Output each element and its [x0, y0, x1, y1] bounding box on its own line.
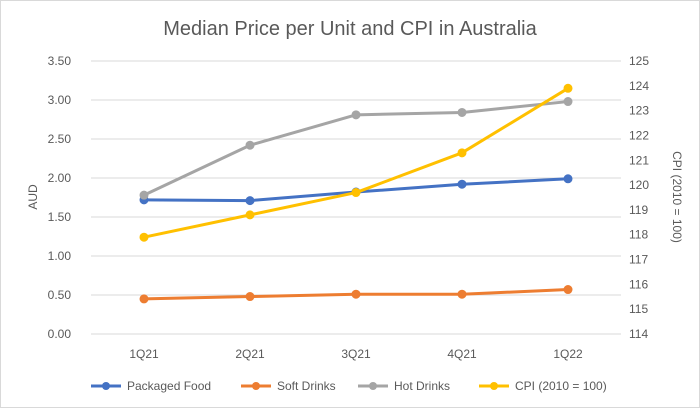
data-point: [457, 289, 467, 299]
data-point: [139, 190, 149, 200]
data-point: [139, 232, 149, 242]
data-point: [351, 188, 361, 198]
series-soft-drinks: [139, 285, 573, 304]
right-tick-label: 116: [629, 277, 648, 291]
series-cpi-2010-100: [139, 83, 573, 242]
legend-marker: [369, 382, 377, 390]
right-tick-label: 120: [629, 178, 649, 192]
data-point: [245, 292, 255, 302]
legend-marker: [102, 382, 110, 390]
data-point: [563, 285, 573, 295]
x-tick-label: 3Q21: [341, 347, 371, 361]
left-axis-ticks: 0.00 0.50 1.00 1.50 2.00 2.50 3.00 3.50: [48, 54, 72, 341]
right-tick-label: 122: [629, 128, 649, 142]
data-point: [139, 294, 149, 304]
data-point: [245, 210, 255, 220]
right-axis-title: CPI (2010 = 100): [670, 151, 684, 243]
right-axis-ticks: 114 115 116 117 118 119 120 121 122 123 124 125: [629, 54, 649, 341]
legend-label: Soft Drinks: [277, 379, 336, 393]
left-tick-label: 3.00: [48, 93, 72, 107]
series-lines: [139, 83, 573, 304]
x-tick-label: 4Q21: [447, 347, 477, 361]
right-tick-label: 124: [629, 79, 649, 93]
right-tick-label: 123: [629, 104, 649, 118]
right-tick-label: 117: [629, 253, 648, 267]
left-axis-title: AUD: [26, 184, 40, 210]
left-tick-label: 1.00: [48, 249, 72, 263]
x-axis-ticks: 1Q21 2Q21 3Q21 4Q21 1Q22: [129, 347, 583, 361]
left-tick-label: 2.50: [48, 132, 72, 146]
data-point: [563, 174, 573, 184]
left-tick-label: 2.00: [48, 171, 72, 185]
data-point: [351, 289, 361, 299]
chart-title: Median Price per Unit and CPI in Austral…: [163, 18, 537, 40]
data-point: [457, 148, 467, 158]
x-tick-label: 1Q22: [553, 347, 583, 361]
legend-marker: [490, 382, 498, 390]
data-point: [457, 179, 467, 189]
right-tick-label: 125: [629, 54, 649, 68]
right-tick-label: 119: [629, 203, 648, 217]
x-tick-label: 2Q21: [235, 347, 265, 361]
legend: Packaged Food Soft Drinks Hot Drinks CPI (2…: [91, 379, 607, 393]
legend-label: Packaged Food: [127, 379, 211, 393]
right-tick-label: 121: [629, 153, 649, 167]
series-hot-drinks: [139, 97, 573, 200]
legend-item: CPI (2010 = 100): [479, 379, 607, 393]
legend-label: Hot Drinks: [394, 379, 450, 393]
data-point: [245, 140, 255, 150]
data-point: [563, 83, 573, 93]
left-tick-label: 0.50: [48, 288, 72, 302]
right-tick-label: 115: [629, 302, 648, 316]
data-point: [563, 97, 573, 107]
right-tick-label: 114: [629, 327, 648, 341]
left-tick-label: 1.50: [48, 210, 72, 224]
data-point: [457, 107, 467, 117]
legend-item: Hot Drinks: [358, 379, 450, 393]
legend-item: Packaged Food: [91, 379, 211, 393]
legend-label: CPI (2010 = 100): [515, 379, 607, 393]
data-point: [245, 196, 255, 206]
x-tick-label: 1Q21: [129, 347, 159, 361]
right-tick-label: 118: [629, 228, 648, 242]
left-tick-label: 3.50: [48, 54, 72, 68]
legend-marker: [252, 382, 260, 390]
data-point: [351, 110, 361, 120]
left-tick-label: 0.00: [48, 327, 72, 341]
legend-item: Soft Drinks: [241, 379, 336, 393]
